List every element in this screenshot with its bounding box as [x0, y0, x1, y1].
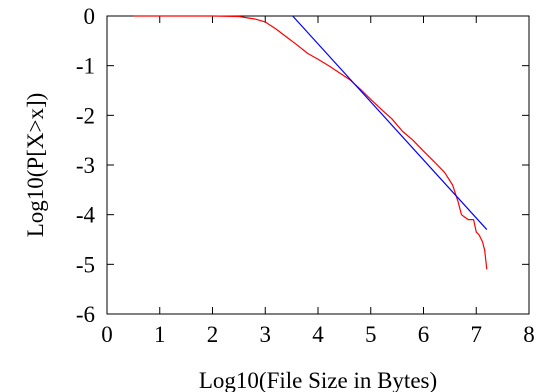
- x-tick-label: 2: [207, 322, 219, 347]
- y-tick-label: -5: [76, 252, 95, 277]
- y-tick-label: -1: [76, 54, 95, 79]
- y-tick-label: -2: [76, 103, 95, 128]
- x-tick-label: 1: [154, 322, 166, 347]
- y-tick-label: 0: [84, 4, 96, 29]
- y-axis-title: Log10(P[X>x]): [23, 93, 48, 238]
- axis-ticks: [106, 15, 530, 315]
- series-line-fit: [292, 15, 488, 230]
- x-tick-label: 6: [418, 322, 430, 347]
- x-tick-label: 4: [312, 322, 324, 347]
- y-tick-label: -4: [76, 203, 96, 228]
- x-tick-label: 5: [365, 322, 377, 347]
- plot-frame: [106, 15, 530, 315]
- x-axis-title: Log10(File Size in Bytes): [199, 368, 437, 392]
- tick-labels: 0 1 2 3 4 5 6 7 8 0 -1 -2 -3 -4 -5 -6: [76, 4, 535, 347]
- x-tick-label: 8: [523, 322, 535, 347]
- series-line-empirical: [133, 15, 488, 270]
- x-tick-label: 3: [260, 322, 272, 347]
- x-tick-label: 7: [471, 322, 483, 347]
- y-tick-label: -3: [76, 153, 95, 178]
- y-tick-label: -6: [76, 302, 95, 327]
- series-layer: [133, 15, 488, 270]
- x-tick-label: 0: [101, 322, 113, 347]
